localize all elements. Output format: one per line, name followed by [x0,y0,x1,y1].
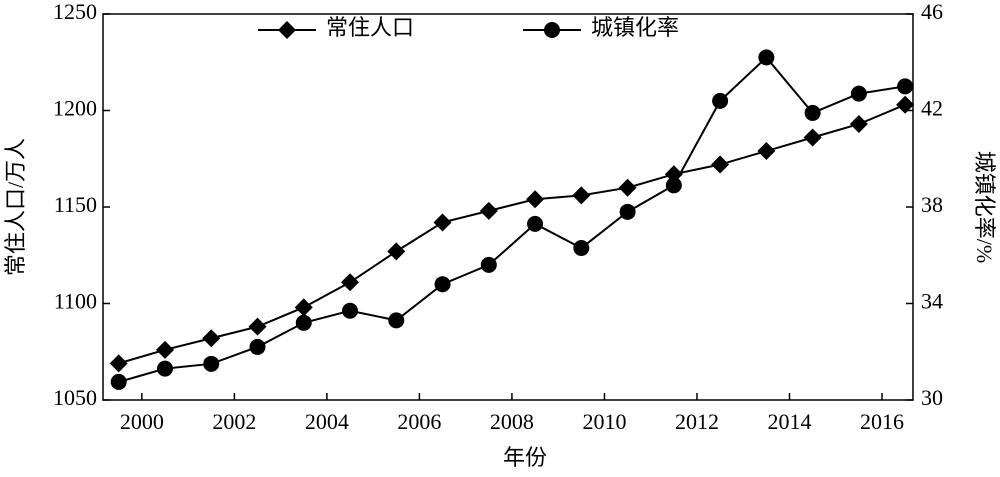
legend-marker [278,21,296,39]
y-tick-label: 1250 [53,0,97,24]
marker [572,186,591,205]
marker [757,142,776,161]
marker [294,298,313,317]
marker [758,49,775,66]
marker [155,340,174,359]
x-tick-label: 2012 [675,409,719,434]
marker [295,314,312,331]
x-tick-label: 2008 [490,409,534,434]
x-tick-label: 2006 [397,409,441,434]
marker [248,317,267,336]
marker [803,128,822,147]
x-tick-label: 2016 [860,409,904,434]
marker [618,178,637,197]
marker [388,312,405,329]
marker [712,92,729,109]
marker [249,338,266,355]
y2-tick-label: 42 [921,96,943,121]
marker [850,85,867,102]
marker [156,360,173,377]
marker [203,355,220,372]
marker [110,373,127,390]
marker [711,155,730,174]
marker [897,78,914,95]
marker [849,115,868,134]
x-tick-label: 2002 [212,409,256,434]
y-tick-label: 1050 [53,385,97,410]
x-tick-label: 2010 [582,409,626,434]
x-tick-label: 2004 [305,409,349,434]
marker [527,215,544,232]
x-tick-label: 2014 [767,409,811,434]
marker [433,213,452,232]
marker [202,329,221,348]
x-tick-label: 2000 [120,409,164,434]
y2-tick-label: 46 [921,0,943,24]
y2-axis-label: 城镇化率/% [972,151,997,263]
x-axis-label: 年份 [503,445,547,470]
marker [804,104,821,121]
y2-tick-label: 38 [921,192,943,217]
series-line [118,55,906,383]
legend-label: 常住人口 [326,15,414,40]
marker [341,273,360,292]
marker [573,240,590,257]
marker [619,203,636,220]
series-line [118,103,906,365]
marker [109,354,128,373]
y-tick-label: 1150 [54,192,97,217]
legend-marker [544,22,560,38]
marker [387,242,406,261]
legend-label: 城镇化率 [591,15,679,40]
y-tick-label: 1100 [54,289,97,314]
marker [479,201,498,220]
marker [434,276,451,293]
marker [480,256,497,273]
y2-tick-label: 34 [921,289,943,314]
y-tick-label: 1200 [53,96,97,121]
y-axis-label: 常住人口/万人 [3,138,28,276]
y2-tick-label: 30 [921,385,943,410]
marker [665,177,682,194]
marker [526,190,545,209]
marker [342,302,359,319]
marker [896,95,915,114]
